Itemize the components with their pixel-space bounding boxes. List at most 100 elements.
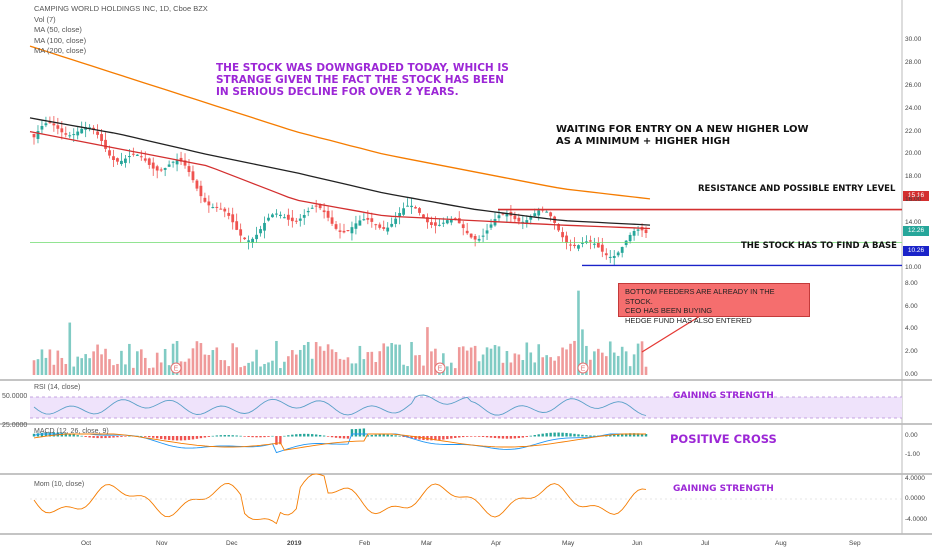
volume-bar [374,362,378,375]
macd-histogram-bar [144,436,147,437]
volume-bar [569,343,572,375]
volume-bar [207,354,211,375]
volume-bar [497,346,501,375]
candle-body [131,153,135,155]
volume-bar [604,356,608,375]
candle-body [326,210,330,218]
volume-bar [310,358,314,375]
volume-bar [465,350,469,375]
macd-histogram-bar [92,436,95,438]
volume-bar [231,343,235,375]
volume-bar [505,351,509,375]
volume-bar [632,354,636,375]
candle-body [239,229,243,236]
macd-signal-line [33,433,646,451]
macd-histogram-bar [231,435,234,437]
time-tick-label: Aug [775,540,787,547]
candle-body [469,233,473,238]
volume-bar [318,346,322,375]
volume-bar [132,367,135,375]
candle-body [426,217,429,223]
price-tick-label: 0.00 [905,371,918,378]
volume-bar [294,354,298,375]
macd-histogram-bar [430,436,433,441]
volume-bar [195,341,199,375]
price-tick-label: 26.00 [905,82,922,89]
candle-body [183,160,187,166]
macd-histogram-bar [271,435,274,437]
macd-histogram-bar [553,432,556,437]
downgrade-line-2: STRANGE GIVEN THE FACT THE STOCK HAS BEE… [216,74,505,86]
candle-body [386,227,390,232]
macd-histogram-bar [370,434,374,437]
candle-body [378,224,382,228]
macd-histogram-bar [100,436,103,439]
candle-body [124,158,127,163]
macd-histogram-bar [171,436,175,441]
volume-bar [469,347,473,375]
volume-bar [402,364,405,375]
volume-bar [434,348,437,375]
macd-histogram-bar [545,433,548,437]
candle-body [163,168,167,170]
macd-histogram-bar [140,435,143,437]
callout-line-3: HEDGE FUND HAS ALSO ENTERED [625,315,752,325]
volume-bar [175,340,179,375]
price-tick-label: 10.00 [905,264,922,272]
candle-body [191,171,195,181]
candle-body [608,256,612,258]
macd-histogram-bar [446,436,449,440]
candle-body [473,235,477,240]
macd-histogram-bar [477,436,481,437]
volume-bar [36,359,40,375]
macd-histogram-bar [342,436,346,439]
volume-bar [100,354,103,375]
macd-histogram-bar [40,432,44,437]
candle-body [573,244,576,247]
candle-body [127,156,131,158]
macd-histogram-bar [533,435,536,437]
volume-bar [581,329,584,375]
candle-body [231,214,235,223]
base-price-tag: 10.26 [903,246,929,256]
macd-histogram-bar [334,436,338,438]
volume-bar [255,349,258,375]
volume-bar [493,345,497,375]
macd-histogram-bar [338,436,342,439]
candle-body [616,252,620,256]
candle-body [457,218,461,224]
macd-histogram-bar [593,435,596,437]
volume-bar [191,348,195,375]
candle-body [211,207,215,209]
volume-bar [386,346,390,375]
candle-body [390,223,394,227]
volume-bar [565,349,568,375]
candle-body [120,160,123,165]
volume-bar [52,364,56,375]
candle-body [56,125,60,129]
volume-bar [608,341,612,375]
candle-body [461,224,465,229]
candle-body [247,240,251,242]
volume-bar [577,290,580,375]
macd-histogram-bar [489,436,493,438]
candle-body [227,212,231,216]
volume-bar [56,350,60,375]
volume-bar [414,355,417,375]
candle-body [525,220,529,224]
macd-histogram-bar [108,436,111,438]
candle-body [433,222,437,226]
macd-histogram-bar [279,436,282,445]
volume-bar [541,357,544,375]
mom-tick-4: 4.0000 [905,475,925,482]
macd-histogram-bar [366,435,370,437]
volume-bar [601,352,604,375]
volume-bar [616,355,620,375]
candle-body [581,242,584,244]
volume-bar [279,368,282,375]
volume-bar [120,350,123,375]
volume-bar [342,359,346,375]
price-tick-label: 24.00 [905,104,922,112]
candle-body [171,161,175,163]
macd-note: POSITIVE CROSS [670,432,777,446]
